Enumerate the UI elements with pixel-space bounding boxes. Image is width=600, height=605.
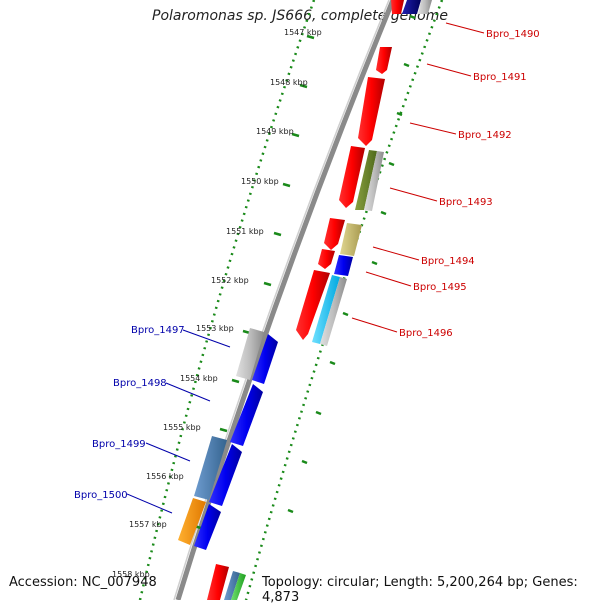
gene-bar-bpro-1493c — [364, 151, 384, 211]
gene-bar-bottom-red — [207, 564, 229, 600]
gene-bar-bpro-1495b — [334, 255, 353, 276]
gene-bar-grey — [418, 0, 432, 14]
gene-label-bpro-1493: Bpro_1493 — [439, 197, 493, 208]
gene-label-bpro-1498: Bpro_1498 — [113, 378, 167, 389]
gene-bar-bpro-1500b — [194, 504, 221, 550]
gene-bar-bpro-1496c — [320, 277, 347, 346]
kbp-tick-1555: 1555 kbp — [163, 423, 201, 432]
gene-bar-bpro-1492 — [358, 77, 385, 146]
gene-label-bpro-1490: Bpro_1490 — [486, 29, 540, 40]
gene-bar-bpro-1496b — [312, 275, 340, 344]
gene-bar-red — [391, 0, 404, 14]
kbp-tick-labels: 1547 kbp 1548 kbp 1549 kbp 1550 kbp 1551… — [112, 28, 322, 579]
kbp-tick-1550: 1550 kbp — [241, 177, 279, 186]
gene-label-bpro-1499: Bpro_1499 — [92, 439, 146, 450]
gene-bar-bpro-1500a — [178, 498, 206, 545]
gene-bar-navy — [402, 0, 421, 14]
topology-text: Topology: circular; Length: 5,200,264 bp… — [262, 575, 578, 605]
kbp-tick-1558: 1558 kbp — [112, 570, 150, 579]
genome-backbone — [175, 0, 396, 600]
kbp-tick-1557: 1557 kbp — [129, 520, 167, 529]
kbp-tick-1549: 1549 kbp — [256, 127, 294, 136]
gene-label-bpro-1494: Bpro_1494 — [421, 256, 475, 267]
kbp-tick-1548: 1548 kbp — [270, 78, 308, 87]
accession-text: Accession: NC_007948 — [9, 575, 157, 590]
gene-bar-bottom-steel — [224, 571, 240, 600]
gene-bar-bottom-green — [231, 573, 246, 600]
kbp-tick-1551: 1551 kbp — [226, 227, 264, 236]
kbp-tick-1547: 1547 kbp — [284, 28, 322, 37]
gene-bar-bpro-1495a — [318, 249, 335, 269]
kbp-tick-1553: 1553 kbp — [196, 324, 234, 333]
gene-label-bpro-1497: Bpro_1497 — [131, 325, 185, 336]
left-leader-lines — [126, 329, 231, 514]
left-gene-labels: Bpro_1497 Bpro_1498 Bpro_1499 Bpro_1500 — [74, 325, 185, 501]
gene-bar-bpro-1494b — [340, 223, 362, 256]
gene-label-bpro-1500: Bpro_1500 — [74, 490, 128, 501]
gene-bar-bpro-1493b — [355, 150, 377, 210]
kbp-tick-1554: 1554 kbp — [180, 374, 218, 383]
gene-bar-bpro-1496a — [296, 270, 330, 340]
gene-bar-bpro-1499b — [209, 444, 242, 506]
gene-label-bpro-1495: Bpro_1495 — [413, 282, 467, 293]
gene-label-bpro-1496: Bpro_1496 — [399, 328, 453, 339]
right-gene-labels: Bpro_1490 Bpro_1491 Bpro_1492 Bpro_1493 … — [399, 29, 540, 339]
left-strand-genes — [178, 328, 278, 600]
gene-bar-bpro-1497b — [252, 334, 278, 384]
gene-bar-bpro-1497a — [236, 328, 264, 380]
gene-bar-bpro-1499a — [194, 436, 227, 500]
gene-bar-bpro-1494a — [324, 218, 345, 250]
gene-label-bpro-1492: Bpro_1492 — [458, 130, 512, 141]
right-strand-genes — [296, 0, 432, 346]
gene-bar-bpro-1498 — [230, 384, 263, 446]
gene-label-bpro-1491: Bpro_1491 — [473, 72, 527, 83]
map-title: Polaromonas sp. JS666, complete genome — [152, 8, 448, 24]
kbp-tick-1552: 1552 kbp — [211, 276, 249, 285]
kbp-tick-1556: 1556 kbp — [146, 472, 184, 481]
gene-bar-bpro-1493a — [339, 146, 365, 208]
gene-bar-bpro-1491 — [376, 47, 392, 74]
right-leader-lines — [351, 22, 485, 333]
